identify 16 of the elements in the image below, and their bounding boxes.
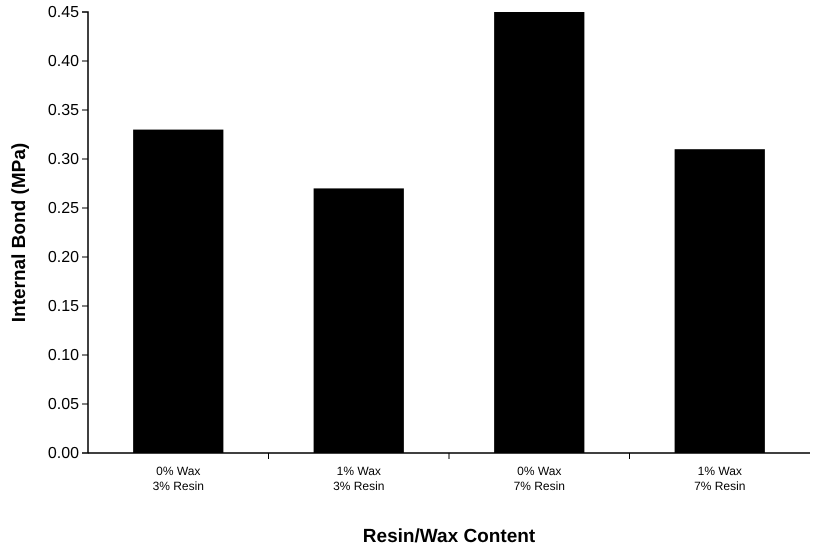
x-tick-label: 0% Wax 7% Resin (514, 464, 565, 493)
y-axis-title: Internal Bond (MPa) (9, 142, 30, 322)
x-tick-label: 1% Wax 3% Resin (333, 464, 384, 493)
x-tick-label: 0% Wax 3% Resin (152, 464, 204, 493)
y-tick-label: 0.35 (48, 102, 80, 120)
x-axis-title: Resin/Wax Content (362, 526, 536, 547)
y-tick-label: 0.15 (48, 298, 80, 316)
y-tick-label: 0.25 (48, 200, 80, 218)
y-tick-label: 0.30 (48, 151, 80, 168)
y-tick-label: 0.05 (48, 396, 80, 414)
y-tick-label: 0.40 (48, 53, 80, 70)
y-tick-label: 0.10 (48, 347, 80, 364)
x-tick-label: 1% Wax 7% Resin (694, 464, 746, 493)
y-tick-label: 0.00 (48, 445, 80, 462)
y-tick-label: 0.45 (48, 4, 80, 22)
y-tick-label: 0.20 (48, 249, 80, 266)
